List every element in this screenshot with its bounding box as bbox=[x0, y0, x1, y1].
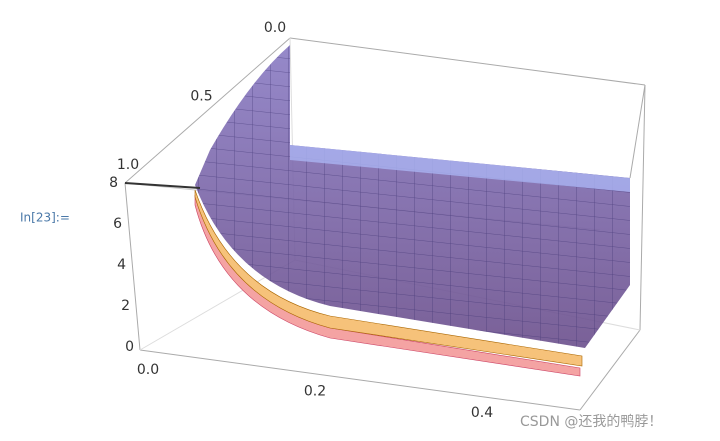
x-tick-label: 0.2 bbox=[304, 384, 326, 400]
x-tick-label: 0.4 bbox=[471, 405, 493, 421]
z-tick-label: 6 bbox=[113, 216, 122, 232]
y-tick-label: 0.0 bbox=[264, 20, 286, 36]
z-tick-label: 4 bbox=[117, 257, 126, 273]
z-tick-label: 0 bbox=[125, 339, 134, 355]
y-tick-label: 0.5 bbox=[190, 89, 212, 105]
surface-mesh bbox=[195, 45, 630, 348]
y-tick-label: 1.0 bbox=[117, 157, 139, 173]
surface-edge bbox=[124, 182, 201, 189]
surface-top bbox=[290, 145, 630, 192]
surfaces bbox=[124, 45, 630, 377]
z-tick-label: 2 bbox=[121, 298, 130, 314]
cell-label: In[23]:= bbox=[20, 211, 70, 225]
x-tick-label: 0.0 bbox=[137, 362, 159, 378]
z-tick-label: 8 bbox=[109, 175, 118, 191]
surface-orange bbox=[194, 189, 583, 367]
watermark: CSDN @还我的鸭脖！ bbox=[520, 414, 662, 430]
